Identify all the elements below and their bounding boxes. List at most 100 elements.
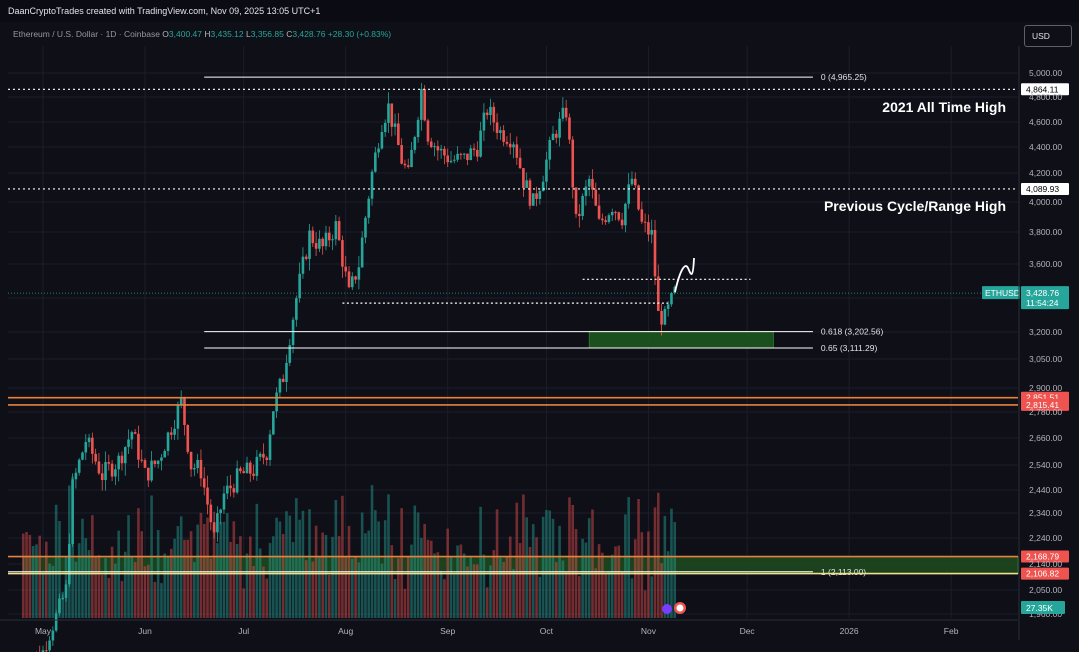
candle-body — [278, 378, 282, 393]
candle-body — [630, 178, 634, 185]
volume-bar — [535, 537, 538, 618]
candle-body — [413, 137, 417, 150]
volume-bar — [143, 566, 147, 618]
volume-bar — [298, 519, 301, 618]
volume-bar — [420, 537, 423, 618]
candle-body — [206, 487, 209, 505]
volume-bar — [41, 572, 45, 618]
candle-body — [58, 598, 61, 614]
candle-body — [242, 471, 246, 474]
fib-label-1: 0.618 (3,202.56) — [821, 327, 884, 337]
volume-bar — [166, 556, 170, 618]
candle-body — [160, 457, 163, 461]
candle-body — [209, 504, 213, 523]
volume-bars — [21, 476, 677, 618]
candle-body — [285, 362, 288, 382]
volume-bar — [265, 578, 269, 618]
candle-body — [554, 133, 558, 138]
volume-bar — [229, 541, 232, 618]
candle-body — [633, 178, 637, 186]
candle-body — [166, 432, 170, 451]
candle-body — [564, 107, 568, 118]
volume-bar — [285, 511, 288, 618]
candle-body — [627, 184, 630, 204]
volume-bar — [551, 518, 555, 618]
candle-body — [663, 308, 667, 325]
event-icon-us-flag-inner — [676, 604, 684, 612]
volume-bar — [469, 557, 473, 618]
candle-body — [107, 462, 111, 464]
volume-bar — [186, 539, 190, 618]
y-tick-label: 4,400.00 — [1029, 142, 1062, 152]
volume-bar — [505, 556, 509, 618]
candle-body — [179, 397, 183, 406]
volume-bar — [426, 539, 430, 618]
y-tick-label: 3,600.00 — [1029, 259, 1062, 269]
candle-body — [607, 215, 611, 222]
candle-body — [127, 439, 130, 448]
candle-body — [660, 310, 663, 325]
volume-bar — [370, 485, 374, 618]
volume-bar — [647, 531, 650, 618]
volume-bar — [397, 558, 400, 618]
volume-bar — [209, 558, 213, 618]
candle-body — [212, 522, 216, 533]
volume-bar — [627, 497, 630, 618]
open-label: O — [162, 29, 169, 39]
volume-bar — [225, 513, 229, 618]
volume-bar — [364, 533, 367, 618]
candle-body — [100, 473, 104, 481]
candle-body — [439, 148, 443, 151]
x-tick-label: Feb — [944, 626, 959, 636]
candle-body — [400, 145, 403, 164]
candle-body — [344, 266, 348, 272]
candle-body — [173, 428, 176, 435]
volume-bar — [617, 545, 621, 618]
volume-bar — [476, 564, 479, 618]
candle-body — [64, 584, 68, 598]
candle-body — [397, 123, 400, 146]
volume-bar — [268, 543, 272, 618]
volume-bar — [354, 556, 357, 618]
x-tick-label: Nov — [641, 626, 657, 636]
candle-body — [584, 186, 588, 196]
currency-button[interactable]: USD — [1024, 25, 1072, 47]
x-tick-label: Sep — [440, 626, 455, 636]
volume-bar — [272, 536, 275, 618]
volume-bar — [459, 544, 463, 618]
y-tick-label: 2,440.00 — [1029, 485, 1062, 495]
volume-bar — [568, 497, 571, 618]
candle-body — [620, 219, 624, 226]
volume-bar — [584, 542, 588, 618]
x-tick-label: Oct — [540, 626, 554, 636]
candle-body — [202, 478, 206, 488]
annotation-1: Previous Cycle/Range High — [824, 198, 1006, 214]
volume-bar — [594, 568, 598, 618]
candle-body — [255, 456, 259, 476]
low-value: 3,356.85 — [250, 29, 284, 39]
top-bar: DaanCryptoTrades created with TradingVie… — [0, 0, 1079, 22]
y-tick-label: 4,200.00 — [1029, 168, 1062, 178]
volume-bar — [462, 553, 466, 618]
volume-bar — [360, 512, 364, 618]
candle-body — [150, 460, 153, 481]
annotation-0: 2021 All Time High — [882, 99, 1006, 115]
volume-bar — [554, 562, 558, 618]
volume-bar — [104, 558, 107, 618]
x-tick-label: Jul — [238, 626, 249, 636]
symbol-name: Ethereum / U.S. Dollar · 1D · Coinbase — [13, 29, 160, 39]
volume-bar — [81, 518, 84, 618]
candle-body — [443, 148, 446, 156]
candle-body — [551, 133, 555, 141]
volume-bar — [531, 524, 535, 618]
candle-body — [525, 180, 528, 188]
volume-bar — [130, 556, 134, 618]
candle-body — [41, 650, 45, 652]
volume-bar — [140, 531, 144, 618]
x-tick-label: 2026 — [840, 626, 859, 636]
candle-body — [318, 238, 321, 249]
volume-bar — [571, 504, 575, 618]
candle-body — [492, 106, 496, 123]
candle-body — [235, 468, 239, 493]
